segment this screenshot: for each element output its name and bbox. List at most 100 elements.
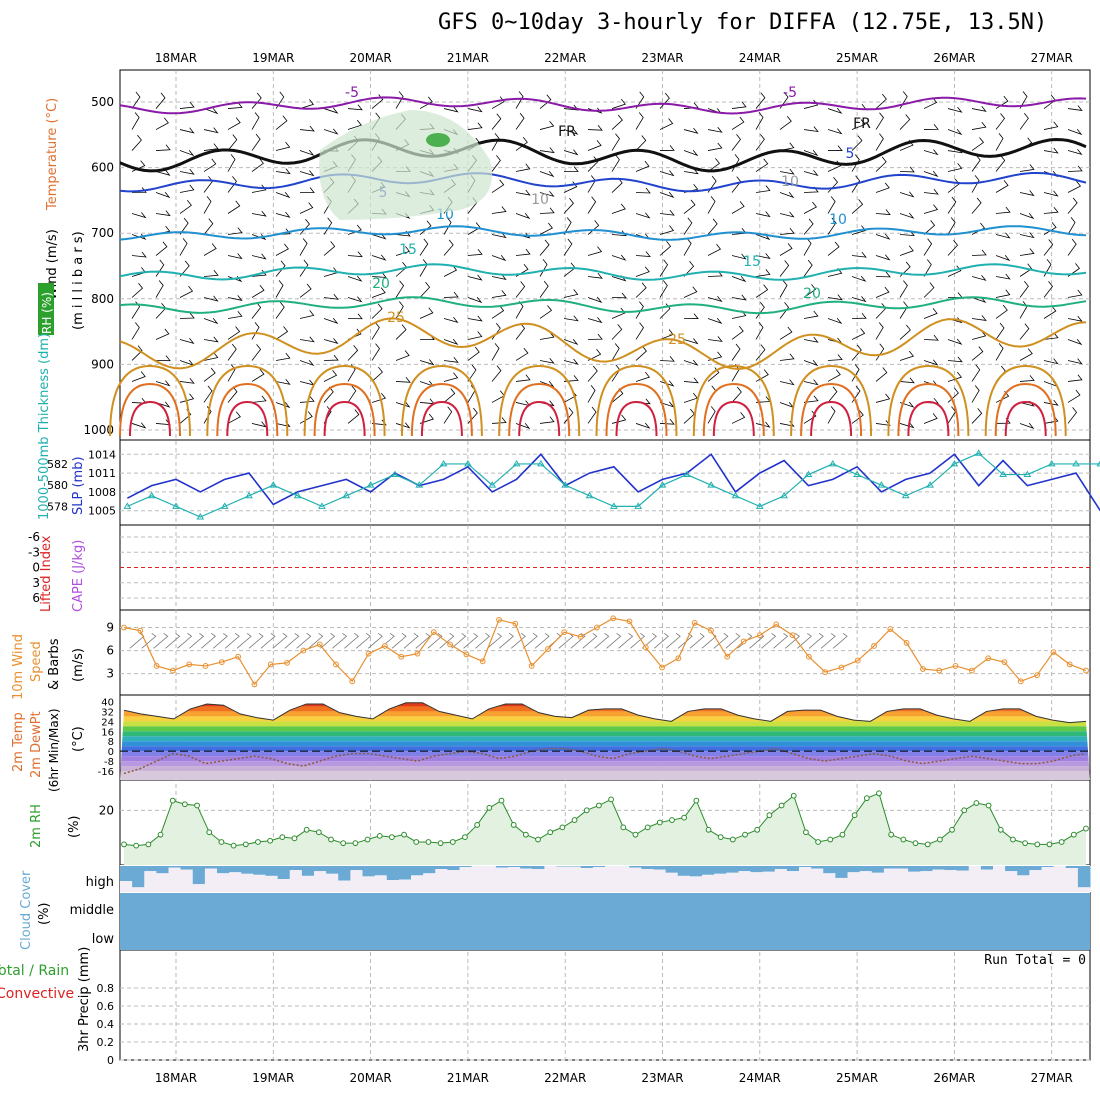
warm-contour [790, 364, 873, 437]
wind-barb [491, 343, 500, 361]
date-label-top: 21MAR [447, 51, 489, 65]
rh2m-point [498, 797, 505, 804]
slp-axis-label: SLP (mb) [71, 456, 86, 515]
wind-barb [299, 218, 310, 235]
wind-barb [347, 385, 357, 403]
cloud-high-clear [689, 876, 703, 892]
wind-barb [371, 272, 387, 278]
wind-barb [659, 191, 675, 198]
wind-barb [131, 212, 147, 219]
wind-barb [587, 246, 603, 256]
cloud-high-clear [811, 868, 824, 892]
rh2m-point [778, 802, 785, 809]
wind-barb [827, 241, 840, 256]
cloud-high-bar [944, 866, 958, 871]
date-label-top: 25MAR [836, 51, 878, 65]
cloud-high-bar [835, 866, 848, 878]
wind-barb [131, 301, 141, 319]
wind-barb [275, 352, 291, 361]
cloud-level-high: high [86, 875, 114, 890]
wind-barb [539, 94, 552, 109]
rh2m-point [900, 836, 907, 843]
pressure-tick: 900 [91, 357, 114, 371]
wind-barb [707, 196, 716, 214]
temp-band [120, 766, 1090, 772]
wind10-barb [832, 632, 848, 649]
wind-barb [923, 334, 939, 341]
cloud-high-clear [847, 872, 861, 892]
panel-frame-thick [119, 439, 1091, 526]
wind-barb [419, 259, 428, 277]
cloud-high-bar [180, 866, 194, 870]
wind10-barb [153, 632, 169, 649]
wind-barb [491, 322, 501, 340]
cloud-high-clear [411, 875, 424, 892]
wind-barb [635, 345, 647, 361]
temp2m-label-b: 2m DewPt [29, 711, 44, 778]
rh2m-point [973, 800, 980, 806]
wind-barb [539, 305, 553, 319]
wind-barb [131, 322, 140, 340]
wind-barb [635, 212, 651, 219]
wind10-barb [141, 632, 157, 649]
wind-barb [779, 168, 795, 175]
wind-barb [851, 344, 862, 361]
wind-barb [323, 107, 339, 114]
wind-barb [731, 343, 741, 361]
date-label-top: 23MAR [641, 51, 683, 65]
wind-barb [659, 170, 675, 177]
wind-barb [155, 259, 165, 277]
wind-barb [731, 101, 747, 109]
wind-barb [491, 305, 505, 319]
warm-contour [226, 400, 269, 437]
wind10-barb [677, 632, 693, 649]
wind-barb [971, 249, 987, 256]
cloud-high-bar [447, 866, 460, 871]
contour-label: 15 [743, 254, 761, 270]
wind-barb [299, 359, 315, 367]
thickness-tick: 578 [47, 500, 68, 513]
wind10-barb [475, 632, 491, 649]
wind-barb [875, 182, 890, 193]
wind-barb [971, 154, 981, 172]
wind-barb [275, 260, 286, 277]
cloud-high-bar [229, 866, 242, 873]
wind-barb [803, 149, 819, 157]
wind-barb [227, 176, 237, 193]
cloud-high-clear [629, 867, 642, 892]
wind-barb [779, 227, 795, 235]
wind-barb [923, 308, 938, 319]
wind-barb [851, 328, 866, 340]
wind10-barb [653, 632, 669, 649]
date-label-top: 19MAR [252, 51, 294, 65]
wind10-barb [618, 632, 634, 649]
wind-barb [539, 207, 555, 214]
cloud-high-bar [156, 866, 169, 874]
cloud-high-bar [1065, 866, 1079, 869]
wind-barb [323, 128, 339, 135]
wind-barb [899, 166, 915, 173]
cloud-high-bar [314, 866, 327, 872]
contour-label: -5 [345, 85, 359, 101]
wind-barb [299, 125, 315, 132]
wind-barb [635, 160, 650, 172]
wind-barb [827, 317, 843, 325]
temp-contour-5 [119, 172, 1087, 193]
wind-barb [251, 133, 261, 151]
wind-barb [1043, 190, 1059, 197]
wind-barb [659, 380, 675, 387]
date-label-bottom: 20MAR [350, 1071, 392, 1085]
wind-barb [347, 224, 362, 235]
precip-tick: 0.2 [97, 1036, 115, 1049]
rh2m-point [522, 831, 529, 838]
pressure-tick: 500 [91, 95, 114, 109]
wind-barb [635, 91, 645, 109]
wind-barb [491, 274, 507, 280]
thickness-point [926, 481, 934, 488]
temp-band [120, 736, 1090, 742]
wind-barb [659, 145, 675, 151]
wind-barb [899, 191, 915, 198]
wind-barb [395, 280, 405, 298]
cloud-high-clear [568, 866, 582, 892]
stability-tick: -3 [28, 545, 40, 559]
